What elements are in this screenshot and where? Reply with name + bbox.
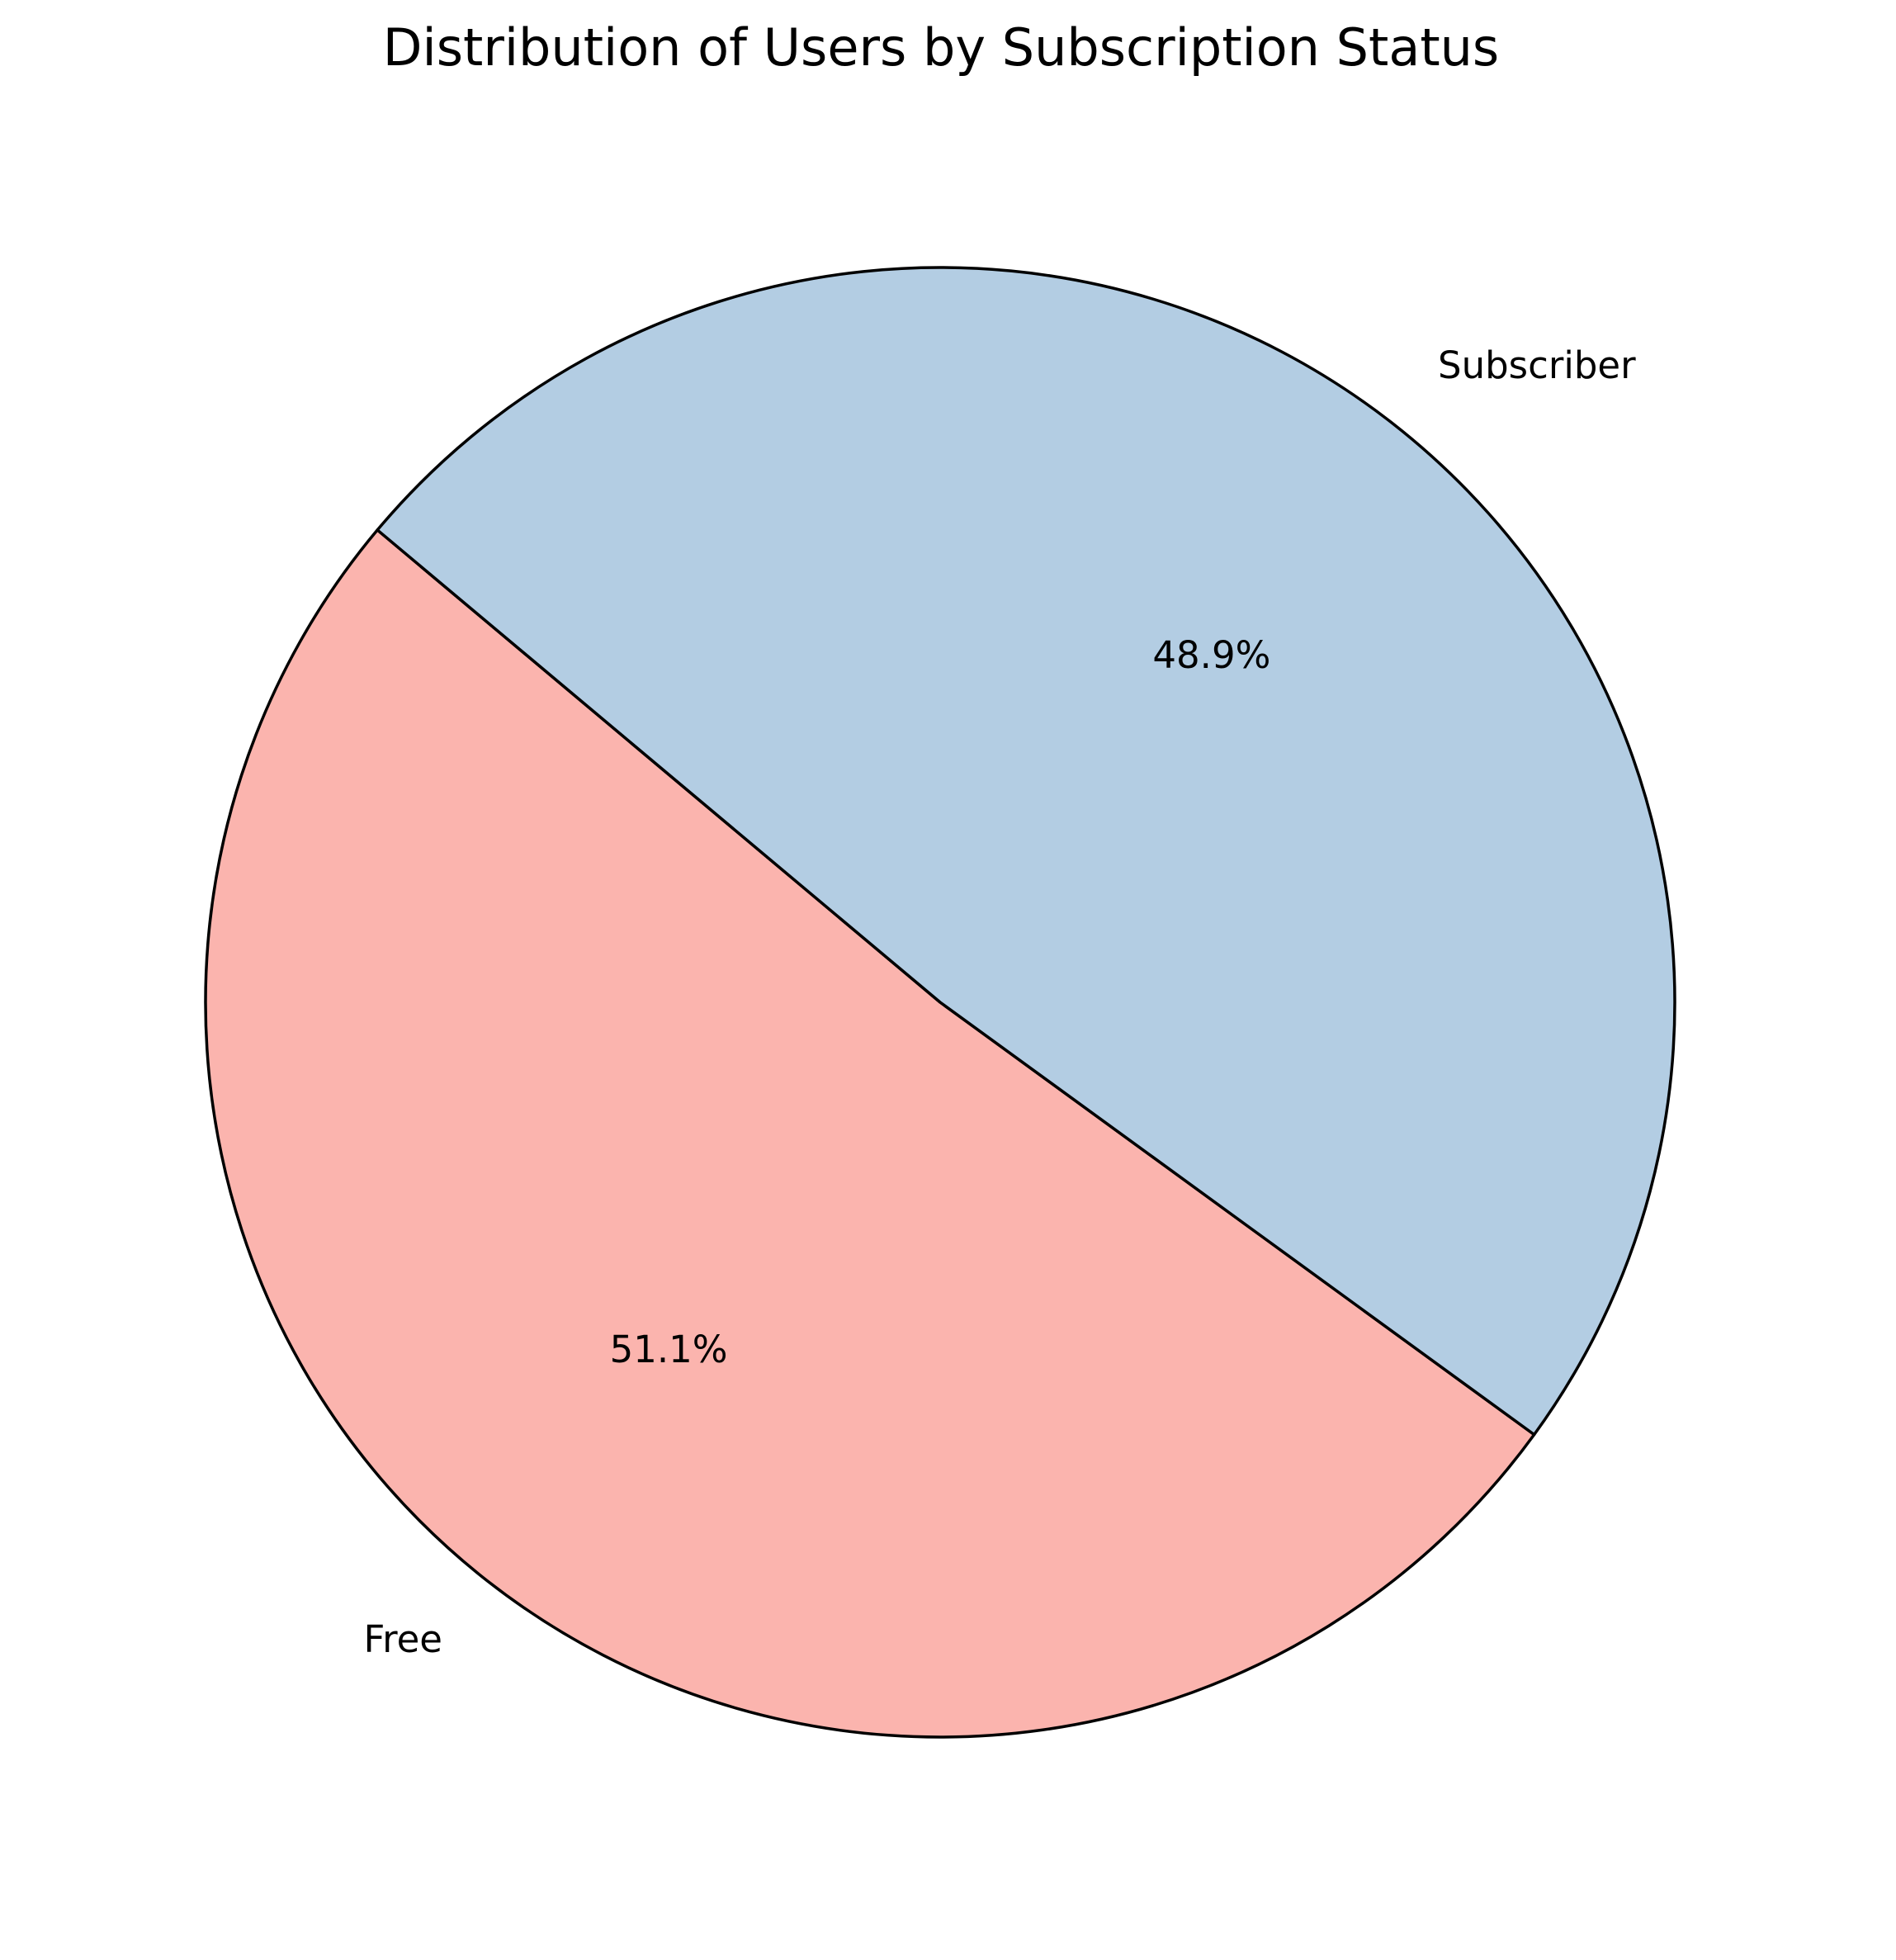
- pie-pct-label-subscriber: 48.9%: [1152, 633, 1270, 677]
- chart-title: Distribution of Users by Subscription St…: [383, 17, 1499, 78]
- pie-slice-subscriber: [376, 266, 1676, 1437]
- pie-labels: 51.1% Free 48.9% Subscriber: [363, 343, 1636, 1661]
- pie-slice-free: [204, 528, 1536, 1739]
- pie-pct-label-free: 51.1%: [610, 1328, 728, 1371]
- pie-slices: [204, 266, 1676, 1739]
- pie-category-label-free: Free: [363, 1617, 442, 1661]
- pie-category-label-subscriber: Subscriber: [1438, 343, 1636, 387]
